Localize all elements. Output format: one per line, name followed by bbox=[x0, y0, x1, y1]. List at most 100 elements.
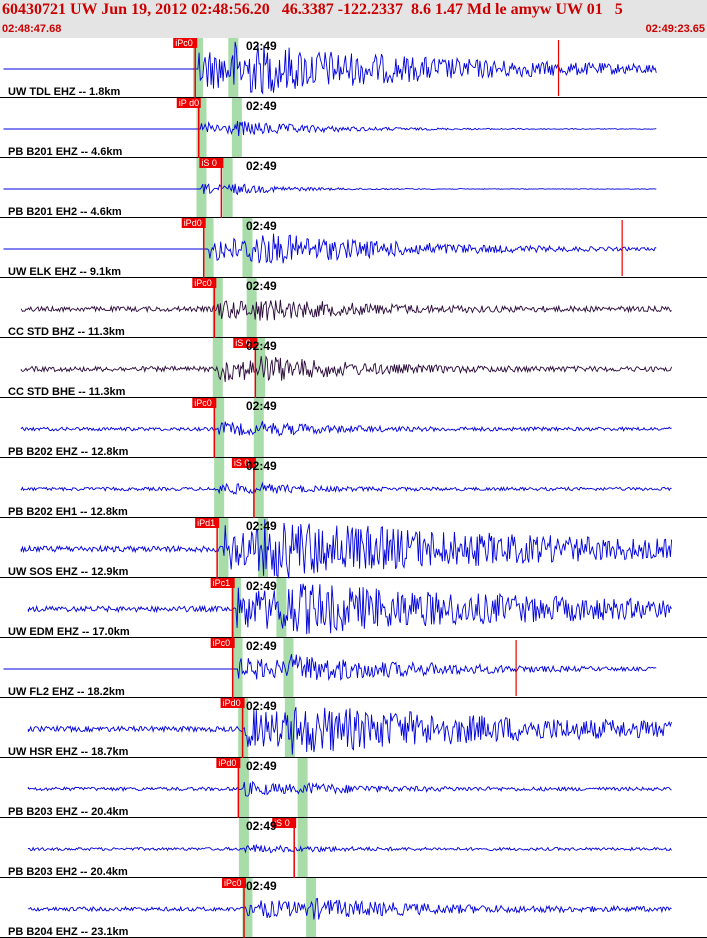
time-tick-label: 02:49 bbox=[246, 759, 277, 773]
pick-marker[interactable] bbox=[272, 818, 297, 828]
waveform bbox=[27, 843, 672, 854]
pick-marker[interactable] bbox=[210, 578, 235, 588]
pick-label: iPc0 bbox=[224, 878, 242, 888]
time-tick-label: 02:49 bbox=[246, 399, 277, 413]
pick-marker[interactable] bbox=[233, 338, 258, 348]
pick-label: iPc1 bbox=[213, 578, 231, 588]
station-label: CC STD BHE -- 11.3km bbox=[8, 386, 126, 398]
trace-row: iS 002:49 PB B203 EH2 -- 20.4km bbox=[0, 818, 707, 878]
s-phase-band bbox=[297, 818, 308, 878]
pick-label: iS 0 bbox=[235, 338, 251, 348]
pick-marker[interactable] bbox=[231, 458, 256, 468]
s-phase-band bbox=[255, 338, 266, 398]
trace-row: iPd1 02:49 UW SOS EHZ -- 12.9km bbox=[0, 518, 707, 579]
p-phase-band bbox=[212, 338, 223, 398]
waveform bbox=[20, 481, 672, 495]
pick-marker[interactable] bbox=[195, 518, 220, 528]
window-end-time: 02:49:23.65 bbox=[645, 23, 705, 35]
s-phase-band bbox=[306, 878, 317, 938]
waveform bbox=[3, 183, 657, 196]
pick-marker[interactable] bbox=[210, 638, 235, 648]
s-phase-band bbox=[242, 218, 253, 278]
s-phase-band bbox=[258, 518, 269, 578]
station-label: PB B203 EH2 -- 20.4km bbox=[8, 866, 128, 878]
station-label: PB B204 EHZ -- 23.1km bbox=[8, 926, 129, 938]
station-label: PB B201 EHZ -- 4.6km bbox=[8, 146, 123, 158]
waveform bbox=[20, 355, 673, 382]
pick-label: iPd1 bbox=[197, 518, 215, 528]
time-tick-label: 02:49 bbox=[246, 279, 277, 293]
time-tick-label: 02:49 bbox=[246, 99, 277, 113]
station-label: PB B202 EH1 -- 12.8km bbox=[8, 506, 128, 518]
p-phase-band bbox=[232, 638, 243, 698]
p-phase-band bbox=[214, 398, 225, 458]
pick-label: iS 0 bbox=[234, 458, 250, 468]
seismogram-canvas: iPc0 02:49 UW TDL EHZ -- 1.8km iP d0 02:49 PB… bbox=[0, 38, 707, 938]
trace-row: iPc0 02:49 CC STD BHZ -- 11.3km bbox=[0, 278, 707, 338]
time-tick-label: 02:49 bbox=[246, 819, 277, 833]
waveform bbox=[27, 780, 672, 797]
p-phase-band bbox=[242, 878, 253, 938]
trace-row: iPc0 02:49 PB B204 EHZ -- 23.1km bbox=[0, 878, 707, 938]
pick-marker[interactable] bbox=[192, 278, 217, 288]
pick-marker[interactable] bbox=[220, 698, 245, 708]
p-phase-band bbox=[203, 218, 214, 278]
time-tick-label: 02:49 bbox=[246, 459, 277, 473]
p-phase-band bbox=[212, 278, 223, 338]
s-phase-band bbox=[246, 278, 257, 338]
station-label: PB B201 EH2 -- 4.6km bbox=[8, 206, 122, 218]
event-title: 60430721 UW Jun 19, 2012 02:48:56.20 46.… bbox=[2, 1, 623, 18]
pick-marker[interactable] bbox=[199, 158, 224, 168]
trace-row: iPd0 02:49 UW HSR EHZ -- 18.7km bbox=[0, 698, 707, 758]
time-tick-label: 02:49 bbox=[246, 579, 277, 593]
p-phase-band bbox=[238, 758, 249, 818]
pick-marker[interactable] bbox=[181, 218, 206, 228]
trace-row: iS 002:49 CC STD BHE -- 11.3km bbox=[0, 338, 707, 398]
time-tick-label: 02:49 bbox=[246, 519, 277, 533]
s-phase-band bbox=[222, 158, 233, 218]
station-label: UW ELK EHZ -- 9.1km bbox=[8, 266, 121, 278]
station-label: UW EDM EHZ -- 17.0km bbox=[8, 626, 130, 638]
s-phase-band bbox=[297, 758, 308, 818]
trace-row: iP d0 02:49 PB B201 EHZ -- 4.6km bbox=[0, 98, 707, 158]
trace-row: iPc0 02:49 UW FL2 EHZ -- 18.2km bbox=[0, 638, 707, 698]
pick-label: iPd0 bbox=[184, 218, 202, 228]
pick-marker[interactable] bbox=[221, 878, 246, 888]
pick-label: iPd0 bbox=[223, 698, 241, 708]
trace-row: iPc1 02:49 UW EDM EHZ -- 17.0km bbox=[0, 578, 707, 638]
trace-row: iPd0 02:49 UW ELK EHZ -- 9.1km bbox=[0, 218, 707, 278]
trace-row: iPc0 02:49 UW TDL EHZ -- 1.8km bbox=[0, 38, 707, 98]
waveform bbox=[3, 120, 657, 137]
station-label: UW SOS EHZ -- 12.9km bbox=[8, 566, 129, 578]
trace-row: iS 002:49 PB B202 EH1 -- 12.8km bbox=[0, 458, 707, 518]
pick-marker[interactable] bbox=[173, 38, 198, 48]
trace-row: iPc0 02:49 PB B202 EHZ -- 12.8km bbox=[0, 398, 707, 458]
waveform bbox=[27, 898, 672, 920]
waveform bbox=[20, 299, 672, 321]
s-phase-band bbox=[253, 458, 264, 518]
time-tick-label: 02:49 bbox=[246, 39, 277, 53]
trace-row: iS 0 02:49 PB B201 EH2 -- 4.6km bbox=[0, 158, 707, 218]
station-label: UW FL2 EHZ -- 18.2km bbox=[8, 686, 125, 698]
time-tick-label: 02:49 bbox=[246, 219, 277, 233]
time-tick-label: 02:49 bbox=[246, 879, 277, 893]
pick-marker[interactable] bbox=[216, 758, 241, 768]
pick-label: iS 0 bbox=[274, 818, 290, 828]
pick-label: iPc0 bbox=[213, 638, 231, 648]
station-label: PB B203 EHZ -- 20.4km bbox=[8, 806, 129, 818]
s-phase-band bbox=[284, 698, 295, 758]
waveform bbox=[20, 421, 672, 437]
pick-label: iPc0 bbox=[194, 398, 212, 408]
station-label: UW HSR EHZ -- 18.7km bbox=[8, 746, 129, 758]
waveform bbox=[3, 654, 657, 682]
station-label: CC STD BHZ -- 11.3km bbox=[8, 326, 125, 338]
header-bar: 60430721 UW Jun 19, 2012 02:48:56.20 46.… bbox=[0, 0, 707, 38]
time-tick-label: 02:49 bbox=[246, 639, 277, 653]
trace-row: iPd0 02:49 PB B203 EHZ -- 20.4km bbox=[0, 758, 707, 818]
waveform bbox=[3, 41, 657, 95]
pick-marker[interactable] bbox=[176, 98, 201, 108]
time-tick-label: 02:49 bbox=[246, 159, 277, 173]
pick-marker[interactable] bbox=[192, 398, 217, 408]
window-start-time: 02:48:47.68 bbox=[2, 23, 62, 35]
p-phase-band bbox=[214, 458, 225, 518]
